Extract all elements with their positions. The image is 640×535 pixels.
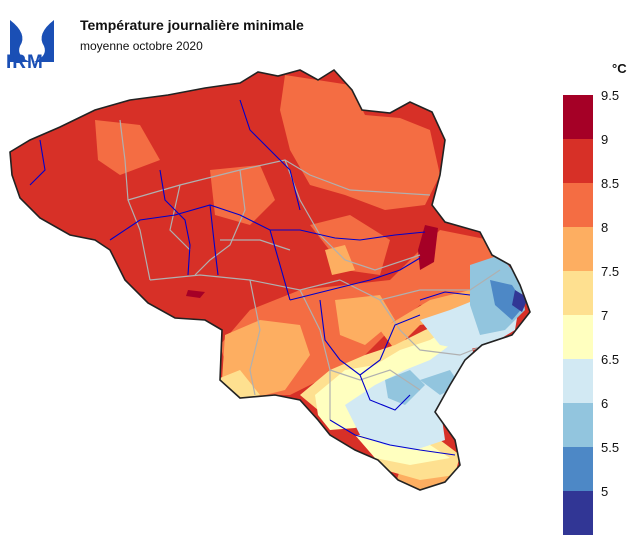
province-boundaries [119,119,501,420]
legend-swatch [563,227,593,271]
zone-9-9.5 [186,290,205,298]
zone-8-8.5 [95,120,160,175]
legend-tick-label: 5 [601,484,609,499]
zone-8-8.5 [280,75,440,210]
legend-tick-label: 6.5 [601,352,620,367]
legend-swatch [563,183,593,227]
zone-7.5-8 [335,295,395,345]
legend-swatch [563,315,593,359]
legend-tick-label: 7 [601,308,609,323]
legend-swatch [563,139,593,183]
legend-swatch [563,95,593,139]
legend-swatch [563,359,593,403]
logo-text: IRM [6,52,44,73]
legend-tick-label: 5.5 [601,440,620,455]
legend-swatch [563,403,593,447]
zone-7.5-8 [325,245,355,275]
legend-colorbar [563,95,593,535]
irm-logo-icon [10,20,54,62]
legend-tick-label: 9 [601,132,609,147]
zone-5-5.5 [490,280,525,320]
rivers [29,99,471,456]
zone-below-5 [512,290,528,312]
map-title: Température journalière minimale [80,17,304,33]
legend-tick-label: 8 [601,220,609,235]
legend-tick-label: 6 [601,396,609,411]
zone-9-9.5 [418,225,438,270]
zone-8-8.5 [310,215,390,275]
legend-swatch [563,447,593,491]
legend-swatch [563,271,593,315]
legend-tick-label: 9.5 [601,88,620,103]
legend-swatch [563,491,593,535]
map-subtitle: moyenne octobre 2020 [80,39,203,53]
legend-unit: °C [612,61,627,76]
belgium-temperature-map [9,69,531,491]
legend-tick-label: 7.5 [601,264,620,279]
zone-5.5-6 [385,370,425,405]
legend-tick-label: 8.5 [601,176,620,191]
